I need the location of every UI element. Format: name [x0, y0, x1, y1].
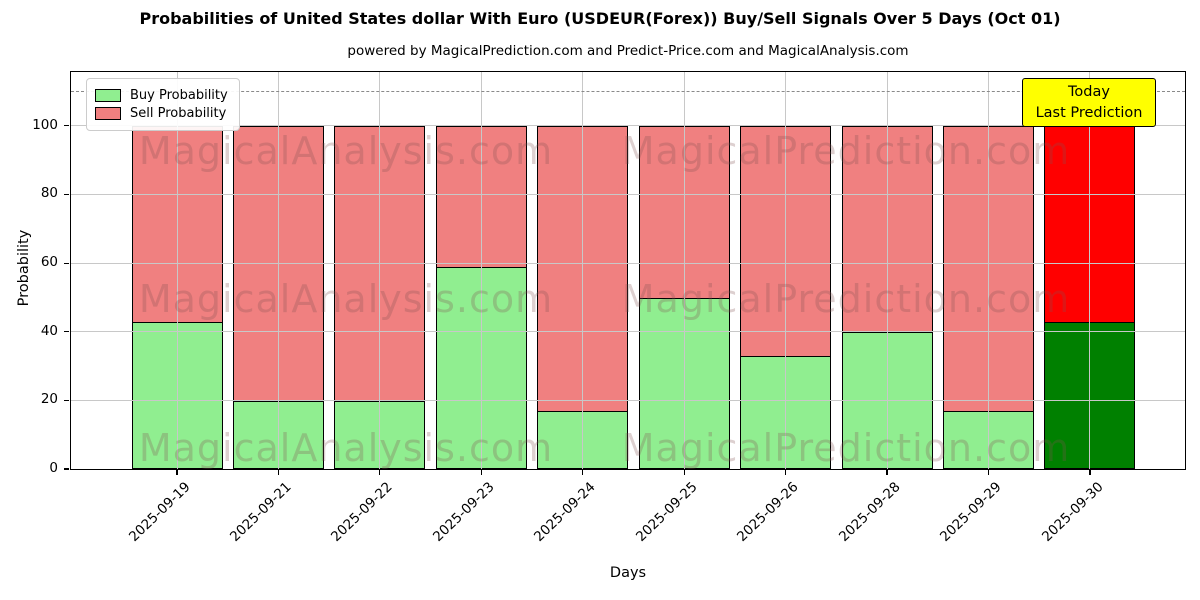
y-tick-mark: [64, 262, 69, 264]
legend-buy-label: Buy Probability: [130, 88, 228, 103]
watermark-text: MagicalPrediction.com: [621, 129, 1071, 173]
y-tick-mark: [64, 193, 69, 196]
today-annotation-line2: Last Prediction: [1035, 104, 1143, 121]
watermark-text: MagicalPrediction.com: [621, 426, 1071, 470]
v-gridline: [176, 72, 178, 469]
y-tick-mark: [64, 125, 69, 127]
v-gridline: [582, 72, 584, 469]
y-tick-label: 0: [49, 460, 58, 476]
h-gridline: [71, 262, 1185, 264]
watermark-text: MagicalAnalysis.com: [138, 129, 554, 173]
v-gridline: [683, 72, 685, 469]
chart-title: Probabilities of United States dollar Wi…: [139, 9, 1061, 28]
y-tick-mark: [64, 399, 69, 401]
x-tick-label: 2025-09-26: [734, 479, 802, 546]
legend-sell-label: Sell Probability: [130, 106, 227, 121]
v-gridline: [480, 72, 482, 469]
sell-swatch-icon: [95, 107, 121, 120]
legend-item-sell: Sell Probability: [95, 106, 228, 121]
x-tick-mark: [785, 470, 787, 475]
h-gridline: [71, 125, 1185, 127]
x-tick-label: 2025-09-21: [227, 479, 295, 546]
x-tick-label: 2025-09-23: [429, 479, 498, 546]
x-tick-label: 2025-09-25: [632, 479, 701, 546]
v-gridline: [886, 72, 888, 469]
today-annotation: Today Last Prediction: [1022, 78, 1156, 127]
x-tick-mark: [987, 470, 990, 475]
legend: Buy Probability Sell Probability: [86, 78, 240, 131]
x-axis-title: Days: [609, 565, 647, 581]
y-tick-label: 100: [32, 116, 58, 133]
y-tick-label: 60: [40, 254, 58, 271]
x-tick-label: 2025-09-30: [1038, 479, 1107, 546]
legend-item-buy: Buy Probability: [95, 88, 228, 103]
y-tick-label: 20: [40, 391, 58, 408]
x-tick-mark: [379, 470, 381, 475]
x-tick-mark: [1089, 470, 1091, 475]
x-tick-mark: [582, 470, 584, 475]
watermark-text: MagicalPrediction.com: [621, 277, 1071, 321]
watermark-text: MagicalAnalysis.com: [138, 277, 554, 321]
h-gridline: [71, 194, 1185, 195]
h-gridline: [71, 331, 1185, 333]
y-tick-label: 80: [40, 185, 58, 202]
x-tick-label: 2025-09-19: [125, 479, 194, 546]
x-tick-mark: [176, 470, 178, 475]
x-tick-label: 2025-09-28: [835, 479, 904, 546]
v-gridline: [785, 72, 787, 469]
x-tick-mark: [886, 470, 888, 475]
x-tick-label: 2025-09-24: [531, 479, 599, 546]
v-gridline: [988, 72, 990, 469]
x-tick-mark: [277, 470, 280, 475]
x-tick-mark: [683, 470, 685, 475]
y-tick-label: 40: [40, 322, 58, 339]
x-tick-label: 2025-09-29: [937, 479, 1005, 546]
x-tick-mark: [480, 470, 482, 475]
chart-subtitle: powered by MagicalPrediction.com and Pre…: [347, 43, 909, 59]
x-tick-label: 2025-09-22: [328, 479, 397, 546]
y-tick-mark: [64, 331, 69, 333]
threshold-dashed-line: [71, 90, 1185, 92]
y-tick-mark: [64, 468, 69, 470]
watermark-text: MagicalAnalysis.com: [138, 426, 554, 470]
v-gridline: [277, 72, 279, 469]
v-gridline: [379, 72, 381, 469]
today-annotation-line1: Today: [1068, 83, 1110, 100]
v-gridline: [1089, 72, 1091, 469]
plot-area: Buy Probability Sell Probability Magical…: [70, 71, 1186, 470]
h-gridline: [71, 399, 1185, 401]
buy-swatch-icon: [95, 89, 121, 102]
